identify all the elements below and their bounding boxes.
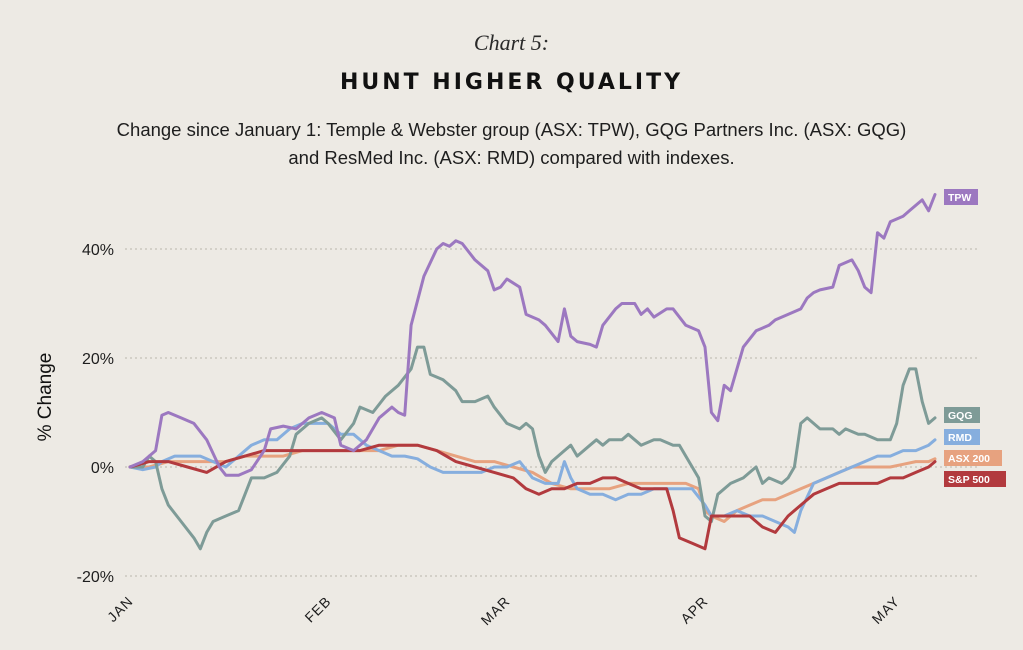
series-label-box xyxy=(944,429,980,445)
series-label-text: TPW xyxy=(948,192,971,204)
series-labels: TPW GQG RMD ASX 200 S&P 500 xyxy=(944,189,1006,487)
y-tick-label: 0% xyxy=(91,460,114,477)
series-label-box xyxy=(944,450,1002,466)
chart-subtitle: Change since January 1: Temple & Webster… xyxy=(40,116,983,172)
series-label-asx-200: ASX 200 xyxy=(944,450,1002,466)
series-line-gqg xyxy=(128,345,937,551)
subtitle-line-1: Change since January 1: Temple & Webster… xyxy=(116,119,907,140)
series-line-tpw xyxy=(128,193,937,477)
series-label-text: S&P 500 xyxy=(948,474,990,486)
series-label-gqg: GQG xyxy=(944,407,980,423)
x-tick-label: JAN xyxy=(104,593,136,625)
x-tick-label: APR xyxy=(677,593,711,627)
series-label-text: GQG xyxy=(948,410,973,422)
x-tick-label: MAR xyxy=(478,593,513,628)
x-tick-label: MAY xyxy=(869,593,903,627)
chart-eyebrow: Chart 5: xyxy=(473,30,550,55)
series-label-text: ASX 200 xyxy=(948,453,990,465)
y-tick-label: -20% xyxy=(77,569,114,586)
chart-title: HUNT HIGHER QUALITY xyxy=(339,70,684,95)
y-tick-label: 40% xyxy=(82,242,114,259)
series-label-tpw: TPW xyxy=(944,189,978,205)
series-label-box xyxy=(944,471,1006,487)
x-tick-label: FEB xyxy=(301,593,334,626)
subtitle-line-2: and ResMed Inc. (ASX: RMD) compared with… xyxy=(288,147,735,168)
gridlines xyxy=(125,248,980,577)
series-label-s-p-500: S&P 500 xyxy=(944,471,1006,487)
series-line-s-p-500 xyxy=(128,443,937,551)
series-lines xyxy=(128,193,937,551)
x-axis-ticks: JAN FEB MAR APR MAY xyxy=(104,593,903,628)
series-label-box xyxy=(944,407,980,423)
series-label-text: RMD xyxy=(948,432,972,444)
y-tick-label: 20% xyxy=(82,351,114,368)
series-label-box xyxy=(944,189,978,205)
y-axis-ticks: 40% 20% 0% -20% xyxy=(77,242,114,586)
series-label-rmd: RMD xyxy=(944,429,980,445)
y-axis-label: % Change xyxy=(35,353,56,442)
